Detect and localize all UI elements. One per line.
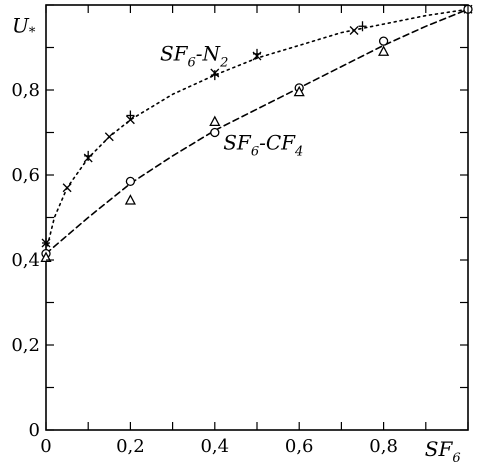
x-tick-label-2: 0,4	[200, 436, 229, 457]
marker-circle-2-4	[378, 36, 389, 46]
annotation-part: 6	[251, 145, 259, 160]
x-tick-label-3: 0,6	[285, 436, 314, 457]
annotation-part: -CF	[259, 131, 296, 155]
y-tick-label-3: 0,6	[11, 165, 40, 186]
marker-x-0-3	[104, 132, 114, 142]
marker-+-1-4	[253, 48, 261, 59]
annotation-part: 2	[219, 55, 228, 70]
y-tick-label-1: 0,2	[11, 335, 40, 356]
curve-dotted-0	[45, 8, 469, 253]
y-tick-label-4: 0,8	[11, 80, 40, 101]
x-tick-label-1: 0,2	[116, 436, 145, 457]
trend-curves	[45, 8, 469, 255]
curve-dashed-1	[45, 8, 469, 255]
marker-x-0-1	[62, 183, 72, 193]
y-axis-title: U*	[12, 14, 36, 41]
marker-triangle-3-3	[293, 85, 305, 97]
marker-x-0-7	[349, 26, 359, 35]
axis-ticks	[45, 4, 469, 431]
x-tick-label-0: 0	[40, 436, 51, 457]
x-tick-label-4: 0,8	[369, 436, 398, 457]
marker-circle-2-2	[210, 127, 220, 138]
marker-triangle-3-4	[378, 45, 390, 56]
annotation-part: SF	[160, 41, 189, 65]
plot-border	[45, 4, 469, 431]
annotation-sf6-cf4: SF6-CF4	[223, 131, 303, 160]
annotation-sf6-n2: SF6-N2	[160, 41, 228, 70]
annotation-part: 6	[188, 55, 196, 70]
data-markers	[40, 4, 473, 263]
annotation-part: 4	[294, 145, 303, 160]
marker-+-1-5	[358, 21, 367, 32]
marker-triangle-3-0	[40, 251, 52, 263]
marker-+-1-1	[84, 150, 93, 161]
marker-triangle-3-2	[209, 115, 221, 127]
marker-+-1-0	[42, 238, 50, 248]
marker-triangle-3-1	[124, 194, 136, 205]
plot-frame	[45, 4, 469, 431]
annotation-part: SF	[223, 131, 252, 155]
annotation-part: -N	[196, 41, 222, 65]
marker-+-1-2	[126, 110, 135, 121]
y-tick-label-2: 0,4	[11, 250, 40, 271]
marker-circle-2-1	[125, 176, 136, 187]
marker-+-1-3	[210, 70, 219, 81]
y-tick-label-0: 0	[29, 420, 40, 441]
x-axis-title: SF6	[425, 437, 461, 466]
